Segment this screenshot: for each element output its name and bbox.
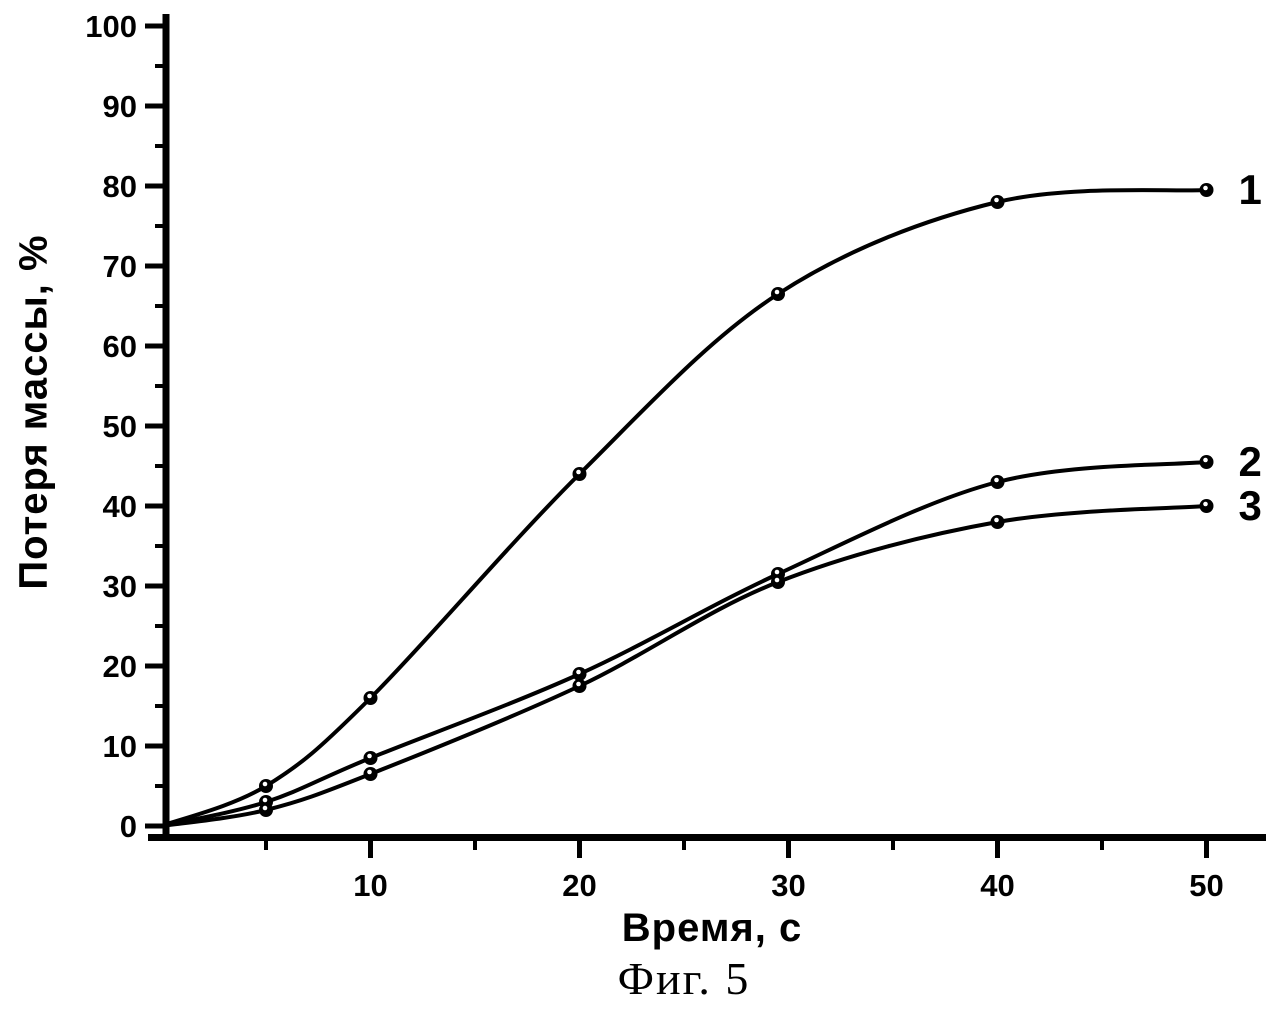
data-point-marker-hole [774, 569, 780, 575]
data-point-marker-hole [262, 805, 268, 811]
y-tick-label: 70 [103, 249, 137, 284]
data-point-marker-hole [576, 681, 581, 687]
data-point-marker-hole [994, 477, 999, 483]
y-tick-label: 40 [103, 489, 137, 524]
y-tick-label: 10 [103, 729, 137, 764]
data-point-marker-hole [576, 669, 581, 675]
series-3: 3 [159, 482, 1262, 828]
y-tick-label: 60 [103, 329, 137, 364]
data-point-marker-hole [367, 769, 372, 775]
y-tick-label: 100 [85, 9, 137, 44]
data-point-marker-hole [262, 781, 268, 787]
data-point-marker-hole [1203, 185, 1208, 191]
data-point-marker-hole [367, 693, 372, 699]
y-axis-title: Потеря массы, % [11, 234, 56, 590]
x-tick-label: 40 [980, 868, 1014, 903]
x-tick-label: 30 [771, 868, 805, 903]
figure-caption: Фиг. 5 [617, 953, 751, 1004]
y-axis-ticks: 0 10 20 30 40 50 60 70 80 90 100 [85, 9, 164, 844]
x-tick-label: 20 [562, 868, 596, 903]
series-1: 1 [159, 166, 1262, 828]
y-tick-label: 50 [103, 409, 137, 444]
data-point-marker-hole [1203, 501, 1208, 507]
x-tick-label: 50 [1189, 868, 1223, 903]
data-point-marker-hole [262, 797, 268, 803]
x-tick-label: 10 [353, 868, 387, 903]
series-label-2: 2 [1239, 438, 1262, 485]
y-tick-label: 80 [103, 169, 137, 204]
series-3-line [159, 504, 1209, 828]
data-point-marker-hole [576, 469, 581, 475]
data-point-marker-hole [1203, 457, 1208, 463]
y-tick-label: 0 [120, 809, 137, 844]
series-label-1: 1 [1239, 166, 1262, 213]
series-1-line [159, 188, 1209, 828]
data-point-marker-hole [774, 577, 780, 583]
x-axis-title: Время, с [621, 906, 803, 950]
x-axis-ticks: 10 20 30 40 50 [264, 839, 1224, 903]
axes [148, 14, 1266, 841]
data-point-marker-hole [774, 289, 780, 295]
series-2: 2 [159, 438, 1262, 828]
data-point-marker-hole [994, 517, 999, 523]
y-tick-label: 90 [103, 89, 137, 124]
y-tick-label: 20 [103, 649, 137, 684]
data-point-marker-hole [994, 197, 999, 203]
series-label-3: 3 [1239, 482, 1262, 529]
data-point-marker-hole [367, 753, 372, 759]
y-tick-label: 30 [103, 569, 137, 604]
